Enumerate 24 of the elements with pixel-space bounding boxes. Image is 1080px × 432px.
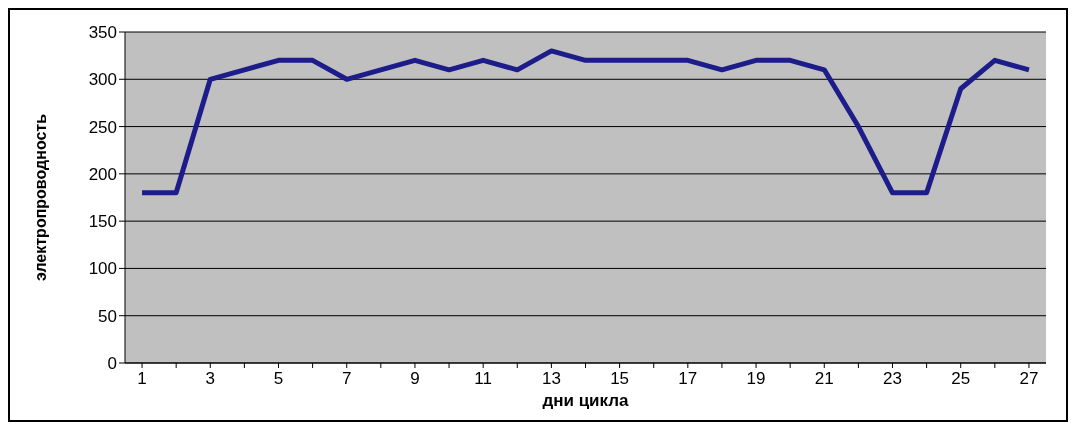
x-tick-label: 27 <box>1019 369 1039 388</box>
x-axis-title: дни цикла <box>542 391 630 410</box>
y-tick-label: 300 <box>88 70 117 90</box>
y-axis-title: электропроводность <box>31 113 49 282</box>
x-tick-label: 3 <box>205 369 216 388</box>
x-tick-label: 19 <box>746 369 766 388</box>
y-tick-label: 150 <box>88 212 117 232</box>
y-tick-label: 350 <box>88 23 117 43</box>
x-tick-label: 9 <box>410 369 420 388</box>
y-tick-label: 250 <box>88 117 117 137</box>
y-tick-label: 0 <box>107 354 117 374</box>
x-tick-label: 25 <box>951 369 971 388</box>
x-tick-label: 23 <box>883 369 902 388</box>
x-tick-label: 7 <box>341 369 352 388</box>
x-tick-label: 11 <box>474 369 492 388</box>
x-tick-label: 13 <box>541 369 561 388</box>
y-tick-label: 50 <box>98 306 117 326</box>
x-tick-label: 17 <box>678 369 698 388</box>
x-tick-label: 1 <box>137 369 147 388</box>
x-tick-label: 21 <box>814 369 834 388</box>
x-tick-label: 15 <box>610 369 630 388</box>
y-tick-label: 200 <box>88 164 117 184</box>
y-tick-label: 100 <box>88 259 117 279</box>
x-tick-label: 5 <box>273 369 284 388</box>
